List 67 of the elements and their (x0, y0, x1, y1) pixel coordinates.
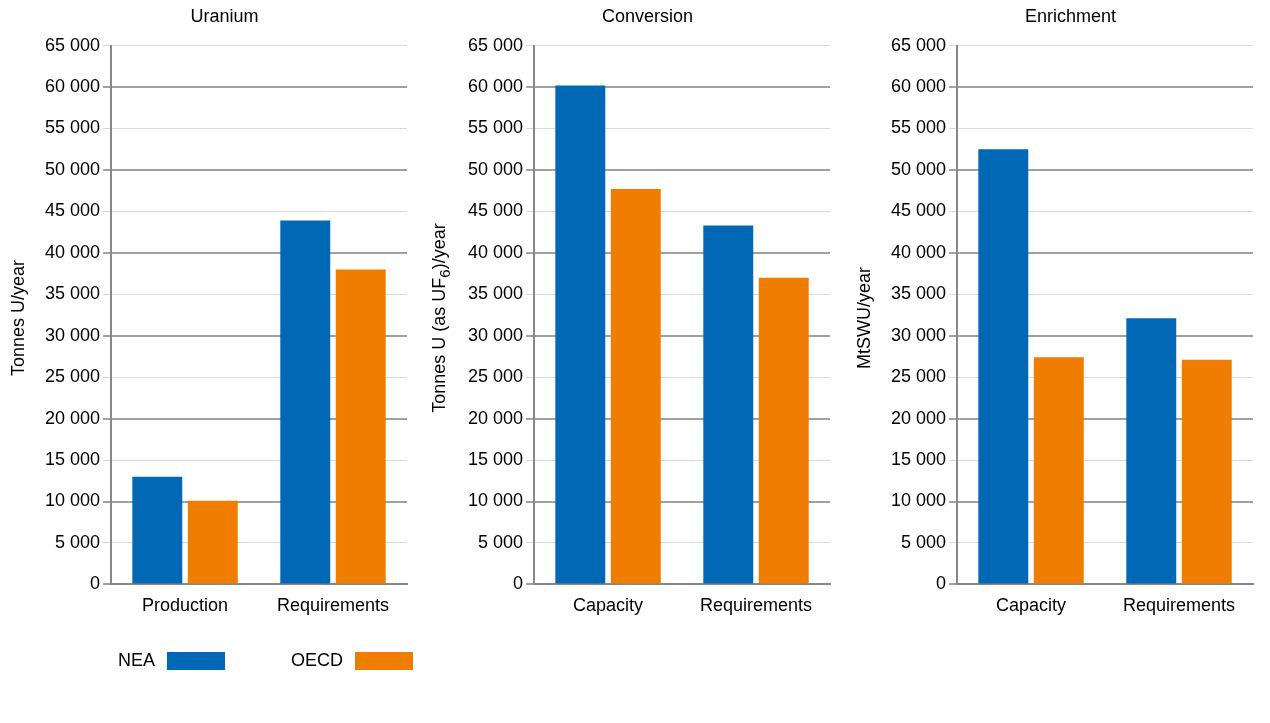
bar (703, 225, 754, 584)
y-tick-label: 45 000 (467, 200, 524, 221)
x-tick-label: Requirements (1122, 595, 1236, 616)
y-tick-label: 45 000 (890, 200, 947, 221)
y-axis-title: Tonnes U/year (7, 259, 29, 377)
y-tick-label: 65 000 (44, 34, 101, 55)
y-tick-label: 30 000 (890, 324, 947, 345)
y-tick-label: 20 000 (890, 407, 947, 428)
y-tick-label: 35 000 (44, 283, 101, 304)
x-tick-label: Production (142, 595, 229, 616)
y-tick-label: 60 000 (467, 76, 524, 97)
bar (1181, 359, 1232, 584)
bar (758, 277, 809, 584)
y-axis-title: MtSWU/year (853, 266, 875, 370)
y-tick-label: 10 000 (467, 490, 524, 511)
y-tick-label: 50 000 (890, 158, 947, 179)
legend-label: NEA (118, 650, 156, 670)
y-tick-label: 55 000 (890, 117, 947, 138)
y-tick-label: 30 000 (44, 324, 101, 345)
bar (978, 149, 1029, 584)
y-tick-label: 25 000 (890, 366, 947, 387)
chart-title: Conversion (601, 5, 694, 26)
y-tick-label: 30 000 (467, 324, 524, 345)
x-tick-label: Requirements (699, 595, 813, 616)
y-tick-label: 40 000 (467, 241, 524, 262)
y-tick-label: 5 000 (55, 531, 101, 552)
y-tick-label: 0 (936, 573, 947, 594)
x-tick-label: Capacity (573, 595, 644, 616)
y-tick-label: 25 000 (44, 366, 101, 387)
bar (132, 476, 183, 584)
bar (555, 85, 606, 584)
bar (610, 189, 661, 584)
bar (1126, 318, 1177, 584)
y-tick-label: 65 000 (467, 34, 524, 55)
y-tick-label: 10 000 (44, 490, 101, 511)
y-tick-label: 50 000 (467, 158, 524, 179)
y-tick-label: 60 000 (44, 76, 101, 97)
y-tick-label: 20 000 (44, 407, 101, 428)
bar (335, 269, 386, 584)
y-tick-label: 35 000 (467, 283, 524, 304)
y-tick-label: 15 000 (44, 449, 101, 470)
x-tick-label: Capacity (996, 595, 1067, 616)
chart-title: Enrichment (1024, 5, 1117, 26)
y-tick-label: 55 000 (467, 117, 524, 138)
y-tick-label: 25 000 (467, 366, 524, 387)
y-tick-label: 50 000 (44, 158, 101, 179)
chart-title: Uranium (190, 5, 259, 26)
bar (280, 220, 331, 584)
y-tick-label: 15 000 (467, 449, 524, 470)
y-tick-label: 5 000 (901, 531, 947, 552)
y-tick-label: 20 000 (467, 407, 524, 428)
bar (187, 500, 238, 584)
y-tick-label: 0 (90, 573, 101, 594)
y-tick-label: 5 000 (478, 531, 524, 552)
y-tick-label: 15 000 (890, 449, 947, 470)
legend-label: OECD (291, 650, 344, 670)
y-tick-label: 65 000 (890, 34, 947, 55)
y-tick-label: 45 000 (44, 200, 101, 221)
y-tick-label: 40 000 (44, 241, 101, 262)
y-tick-label: 35 000 (890, 283, 947, 304)
x-tick-label: Requirements (276, 595, 390, 616)
y-tick-label: 0 (513, 573, 524, 594)
y-tick-label: 55 000 (44, 117, 101, 138)
y-tick-label: 60 000 (890, 76, 947, 97)
y-tick-label: 10 000 (890, 490, 947, 511)
bar (1033, 357, 1084, 584)
y-tick-label: 40 000 (890, 241, 947, 262)
